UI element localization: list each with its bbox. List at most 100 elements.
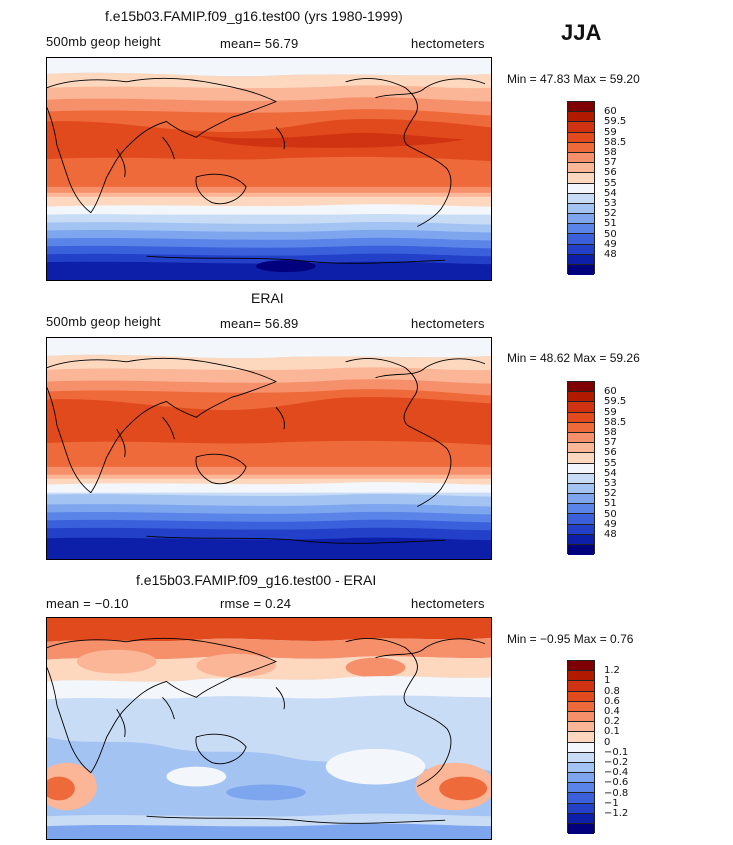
colorbar-tick-label: 59.5 xyxy=(604,116,627,127)
panel1-colorbar-swatch xyxy=(568,152,594,164)
panel2-colorbar-swatch xyxy=(568,382,594,393)
panel1-minmax: Min = 47.83 Max = 59.20 xyxy=(507,72,640,86)
colorbar-tick-label: 53 xyxy=(604,478,617,489)
panel3-map xyxy=(46,617,492,840)
panel2-mean: mean= 56.89 xyxy=(220,316,299,331)
panel3-rmse: rmse = 0.24 xyxy=(220,596,292,611)
panel1-colorbar-swatch xyxy=(568,112,594,123)
panel1-colorbar xyxy=(567,101,595,276)
panel1-units: hectometers xyxy=(411,36,485,51)
panel3-colorbar-swatch xyxy=(568,701,594,712)
colorbar-tick-label: 54 xyxy=(604,188,617,199)
panel3-colorbar-swatch xyxy=(568,671,594,682)
panel3-colorbar-swatch xyxy=(568,773,594,784)
panel1-colorbar-swatch xyxy=(568,214,594,225)
colorbar-tick-label: 60 xyxy=(604,386,617,397)
colorbar-tick-label: 0.8 xyxy=(604,686,620,697)
panel1-mean: mean= 56.79 xyxy=(220,36,299,51)
colorbar-tick-label: −0.6 xyxy=(604,777,629,788)
panel2-colorbar-swatch xyxy=(568,422,594,433)
colorbar-tick-label: 56 xyxy=(604,167,617,178)
panel3-colorbar-swatch xyxy=(568,752,594,763)
panel2-colorbar-swatch xyxy=(568,494,594,505)
panel3-units: hectometers xyxy=(411,596,485,611)
panel1-colorbar-swatch xyxy=(568,142,594,153)
panel2-colorbar-swatch xyxy=(568,453,594,464)
panel2-colorbar-swatch xyxy=(568,524,594,535)
colorbar-tick-label: 52 xyxy=(604,488,617,499)
colorbar-tick-label: 54 xyxy=(604,468,617,479)
panel1-colorbar-swatch xyxy=(568,224,594,235)
colorbar-tick-label: 51 xyxy=(604,218,617,229)
panel2-colorbar-swatch xyxy=(568,514,594,525)
panel2-colorbar-swatch xyxy=(568,483,594,495)
colorbar-tick-label: 57 xyxy=(604,157,617,168)
panel3-colorbar-swatch xyxy=(568,742,594,753)
colorbar-tick-label: −0.1 xyxy=(604,747,629,758)
panel2-colorbar-swatch xyxy=(568,412,594,423)
colorbar-tick-label: 48 xyxy=(604,249,617,260)
panel1-colorbar-swatch xyxy=(568,244,594,255)
colorbar-tick-label: 56 xyxy=(604,447,617,458)
panel3-colorbar-swatch xyxy=(568,813,594,824)
colorbar-tick-label: 60 xyxy=(604,106,617,117)
panel2-minmax: Min = 48.62 Max = 59.26 xyxy=(507,351,640,365)
colorbar-tick-label: 0.1 xyxy=(604,726,620,737)
colorbar-tick-label: 59.5 xyxy=(604,396,627,407)
panel2-map xyxy=(46,337,492,560)
panel2-colorbar-swatch xyxy=(568,534,594,545)
panel2-colorbar-swatch xyxy=(568,432,594,444)
colorbar-tick-label: −1.2 xyxy=(604,808,629,819)
panel2-colorbar-swatch xyxy=(568,463,594,474)
panel2-units: hectometers xyxy=(411,316,485,331)
colorbar-tick-label: 0.4 xyxy=(604,706,620,717)
panel1-colorbar-swatch xyxy=(568,183,594,194)
colorbar-tick-label: 50 xyxy=(604,229,617,240)
panel2-colorbar xyxy=(567,381,595,556)
colorbar-tick-label: 58.5 xyxy=(604,137,627,148)
panel1-map xyxy=(46,57,492,281)
panel1-colorbar-swatch xyxy=(568,234,594,245)
panel3-colorbar xyxy=(567,660,595,835)
colorbar-tick-label: −0.8 xyxy=(604,788,629,799)
colorbar-tick-label: 59 xyxy=(604,127,617,138)
panel1-colorbar-swatch xyxy=(568,254,594,265)
panel1-colorbar-swatch xyxy=(568,203,594,215)
panel2-colorbar-swatch xyxy=(568,504,594,515)
colorbar-tick-label: 52 xyxy=(604,208,617,219)
colorbar-tick-label: −0.4 xyxy=(604,767,629,778)
panel2-colorbar-swatch xyxy=(568,402,594,413)
colorbar-tick-label: 58 xyxy=(604,147,617,158)
colorbar-tick-label: −0.2 xyxy=(604,757,629,768)
colorbar-tick-label: 0.2 xyxy=(604,716,620,727)
colorbar-tick-label: 58.5 xyxy=(604,417,627,428)
panel1-colorbar-swatch xyxy=(568,193,594,204)
panel2-colorbar-swatch xyxy=(568,473,594,484)
colorbar-tick-label: 50 xyxy=(604,509,617,520)
panel3-colorbar-swatch xyxy=(568,824,594,835)
panel1-colorbar-swatch xyxy=(568,132,594,143)
colorbar-tick-label: 1.2 xyxy=(604,665,620,676)
colorbar-tick-label: 55 xyxy=(604,458,617,469)
panel3-mean: mean = −0.10 xyxy=(46,596,129,611)
panel3-colorbar-swatch xyxy=(568,732,594,743)
panel1-colorbar-swatch xyxy=(568,163,594,174)
colorbar-tick-label: 55 xyxy=(604,178,617,189)
panel3-colorbar-swatch xyxy=(568,711,594,723)
season-label: JJA xyxy=(561,20,602,45)
colorbar-tick-label: 59 xyxy=(604,407,617,418)
colorbar-tick-label: 58 xyxy=(604,427,617,438)
colorbar-tick-label: 49 xyxy=(604,519,617,530)
panel2-colorbar-swatch xyxy=(568,443,594,454)
colorbar-tick-label: 0 xyxy=(604,737,611,748)
panel3-colorbar-swatch xyxy=(568,803,594,814)
panel2-colorbar-swatch xyxy=(568,392,594,403)
panel3-colorbar-swatch xyxy=(568,661,594,672)
panel2-colorbar-swatch xyxy=(568,545,594,556)
panel3-colorbar-swatch xyxy=(568,681,594,692)
panel1-colorbar-swatch xyxy=(568,122,594,133)
colorbar-tick-label: 53 xyxy=(604,198,617,209)
panel3-colorbar-swatch xyxy=(568,793,594,804)
panel3-colorbar-swatch xyxy=(568,722,594,733)
colorbar-tick-label: 0.6 xyxy=(604,696,620,707)
